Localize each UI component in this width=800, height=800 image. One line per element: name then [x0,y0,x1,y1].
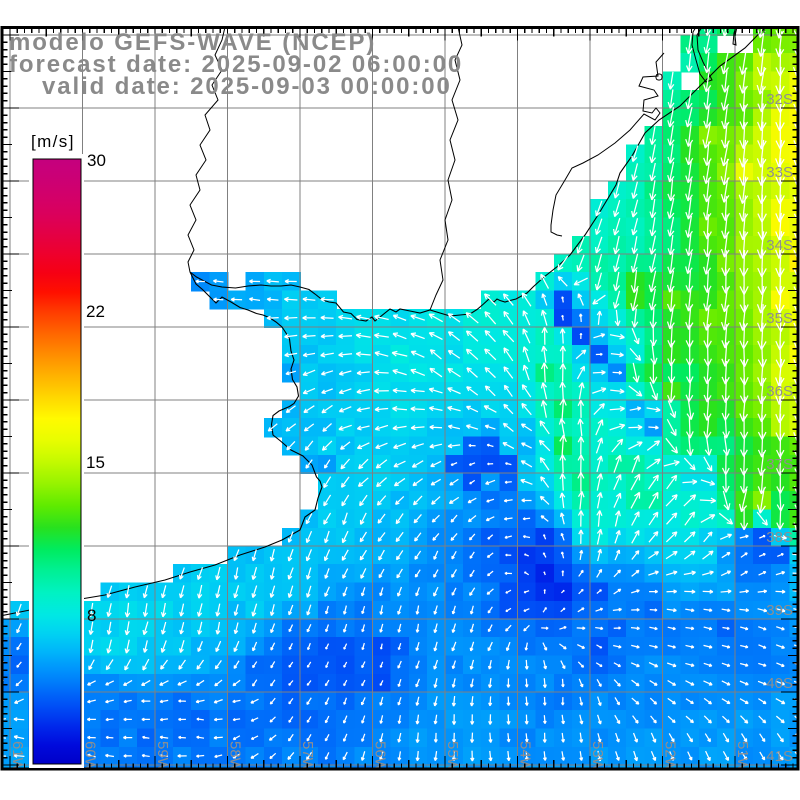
svg-text:30: 30 [87,151,106,170]
svg-text:modelo GEFS-WAVE (NCEP): modelo GEFS-WAVE (NCEP) [9,29,376,56]
svg-text:8: 8 [87,606,96,625]
svg-text:38S: 38S [766,529,793,546]
svg-text:60W: 60W [82,741,99,773]
svg-text:61W: 61W [9,741,26,773]
svg-text:39S: 39S [766,602,793,619]
svg-text:37S: 37S [766,456,793,473]
svg-text:51W: 51W [734,741,751,773]
svg-text:[m/s]: [m/s] [31,132,75,151]
svg-text:58W: 58W [227,741,244,773]
svg-text:56W: 56W [372,741,389,773]
svg-text:22: 22 [86,302,105,321]
svg-text:forecast date: 2025-09-02 06:0: forecast date: 2025-09-02 06:00:00 [9,51,463,78]
svg-text:53W: 53W [589,741,606,773]
svg-text:36S: 36S [766,383,793,400]
svg-text:55W: 55W [444,741,461,773]
svg-text:35S: 35S [766,310,793,327]
svg-text:32S: 32S [766,91,793,108]
svg-text:52W: 52W [662,741,679,773]
svg-text:41S: 41S [766,748,793,765]
svg-text:15: 15 [86,453,105,472]
svg-text:40S: 40S [766,675,793,692]
svg-text:33S: 33S [766,164,793,181]
svg-text:34S: 34S [766,237,793,254]
svg-text:54W: 54W [517,741,534,773]
svg-text:57W: 57W [299,741,316,773]
svg-text:valid date: 2025-09-03 00:00:0: valid date: 2025-09-03 00:00:00 [42,73,452,100]
svg-text:59W: 59W [154,741,171,773]
